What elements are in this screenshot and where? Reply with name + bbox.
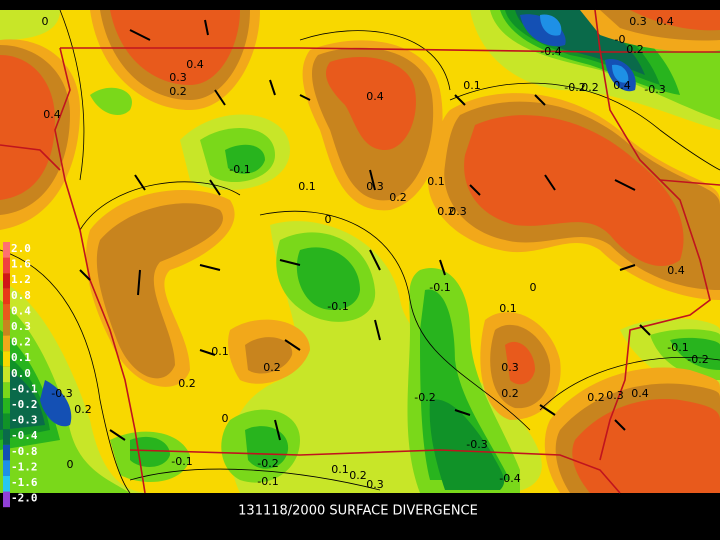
contour-label: 0.1 [211, 345, 229, 358]
contour-label: -0.3 [466, 438, 487, 451]
contour-label: 0.2 [263, 361, 281, 374]
contour-label: -0.4 [499, 472, 520, 485]
legend-label: 0.4 [11, 304, 31, 317]
contour-label: 0 [222, 412, 229, 425]
contour-label: 0.2 [178, 377, 196, 390]
contour-label: 0.4 [613, 79, 631, 92]
contour-label: 0.1 [331, 463, 349, 476]
legend-swatch [3, 288, 10, 305]
legend-swatch [3, 413, 10, 430]
legend-label: -0.1 [11, 382, 38, 395]
contour-label: -0.3 [644, 83, 665, 96]
contour-label: 0.3 [169, 71, 187, 84]
contour-label: 0.4 [667, 264, 685, 277]
contour-label: -0.2 [257, 457, 278, 470]
contour-labels: 00.40.30.20.40.40.1-0.10.1 0.30.20.10.20.… [42, 15, 709, 491]
legend-label: -0.8 [11, 445, 38, 458]
contour-label: 0.3 [606, 389, 624, 402]
contour-label: 0.3 [501, 361, 519, 374]
contour-label: 0.1 [427, 175, 445, 188]
contour-label: 0.1 [463, 79, 481, 92]
contour-lines [0, 9, 720, 494]
legend-swatch [3, 382, 10, 398]
contour-label: -0.1 [327, 300, 348, 313]
legend-swatch [3, 398, 10, 414]
legend-swatch [3, 460, 10, 476]
contour-label: -0.1 [429, 281, 450, 294]
legend-swatch [3, 351, 10, 367]
contour-label: -0.1 [171, 455, 192, 468]
contour-label: 0.1 [499, 302, 517, 315]
contour-label: 0.2 [581, 81, 599, 94]
legend-label: 2.0 [11, 242, 31, 255]
contour-label: 0.2 [437, 205, 455, 218]
legend-label: -0.4 [11, 429, 38, 442]
legend-label: 0.2 [11, 336, 31, 349]
contour-label: -0.1 [229, 163, 250, 176]
contour-label: 0.2 [74, 403, 92, 416]
legend-swatch [3, 242, 10, 258]
contour-label: 0 [530, 281, 537, 294]
contour-label: 0 [67, 458, 74, 471]
legend-swatch [3, 491, 10, 508]
contour-label: 0.2 [501, 387, 519, 400]
legend-label: 0.8 [11, 289, 31, 302]
caption: 131118/2000 SURFACE DIVERGENCE [238, 504, 478, 519]
contour-label: 0.4 [366, 90, 384, 103]
legend-label: 1.2 [11, 273, 31, 286]
legend-swatch [3, 304, 10, 320]
contour-label: 0.4 [656, 15, 674, 28]
contour-label: -0.1 [257, 475, 278, 488]
legend-label: -1.6 [11, 476, 38, 489]
legend-swatch [3, 444, 10, 461]
contour-label: 0.1 [298, 180, 316, 193]
contour-label: 0.3 [629, 15, 647, 28]
legend-label: 0.1 [11, 351, 31, 364]
contour-label: -0.4 [540, 45, 561, 58]
contour-label: -0.2 [414, 391, 435, 404]
contour-label: -0.3 [51, 387, 72, 400]
legend-swatch [3, 320, 10, 336]
legend: 2.0 1.6 1.2 0.8 0.4 0.3 0.2 0.1 0.0 -0.1 -0.2 -0.3 -… [3, 242, 38, 508]
contour-label: 0 [42, 15, 49, 28]
contour-label: 0.2 [169, 85, 187, 98]
contour-label: 0 [325, 213, 332, 226]
legend-swatch [3, 257, 10, 274]
contour-label: 0.4 [43, 108, 61, 121]
legend-label: -1.2 [11, 460, 38, 473]
legend-swatch [3, 429, 10, 445]
contour-label: 0.2 [349, 469, 367, 482]
contour-label: -0.2 [687, 353, 708, 366]
legend-swatch [3, 366, 10, 383]
contour-label: 0.3 [366, 180, 384, 193]
divergence-field [0, 10, 720, 493]
contour-label: -0 [615, 33, 626, 46]
contour-label: -0.2 [564, 81, 585, 94]
contour-label: 0.2 [587, 391, 605, 404]
contour-label: 0.3 [366, 478, 384, 491]
legend-label: -0.3 [11, 414, 38, 427]
contour-label: 0.4 [186, 58, 204, 71]
legend-swatch [3, 476, 10, 492]
legend-label: -0.2 [11, 398, 38, 411]
contour-label: 0.2 [389, 191, 407, 204]
legend-label: 1.6 [11, 258, 31, 271]
legend-label: 0.3 [11, 320, 31, 333]
contour-label: 0.3 [449, 205, 467, 218]
state-borders [0, 9, 720, 494]
wind-barbs [79, 19, 651, 441]
legend-label: -2.0 [11, 492, 38, 505]
contour-label: 0.2 [626, 43, 644, 56]
contour-label: 0.4 [631, 387, 649, 400]
legend-swatch [3, 273, 10, 289]
contour-label: -0.1 [667, 341, 688, 354]
legend-swatch [3, 335, 10, 352]
legend-label: 0.0 [11, 367, 31, 380]
